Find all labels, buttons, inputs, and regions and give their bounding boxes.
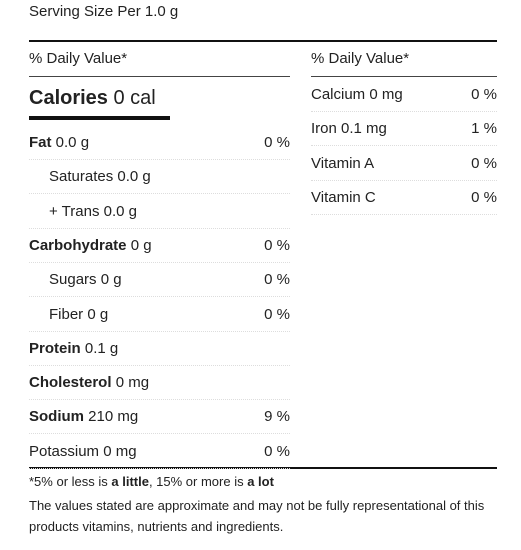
nutrient-amount: 210 mg (88, 408, 139, 426)
nutrient-percent: 0 % (264, 134, 290, 151)
nutrient-label: Vitamin C (311, 189, 376, 206)
nutrient-amount: 0 g (87, 305, 109, 323)
nutrient-name: Fat (29, 134, 52, 151)
disclaimer: The values stated are approximate and ma… (29, 498, 485, 534)
calories-rule (29, 116, 170, 120)
nutrient-name: Vitamin C (311, 188, 376, 206)
calories-value: 0 cal (113, 87, 156, 109)
nutrient-label: Calcium 0 mg (311, 86, 403, 103)
nutrient-amount: 0.1 mg (341, 120, 387, 138)
nutrient-row: Sugars 0 g 0 % (29, 263, 290, 298)
nutrient-name: Iron (311, 120, 337, 138)
nutrient-row: Potassium 0 mg 0 % (29, 435, 290, 469)
nutrient-label: Fat 0.0 g (29, 134, 89, 151)
nutrient-name: + Trans (49, 202, 100, 220)
nutrient-percent: 9 % (264, 408, 290, 426)
nutrient-name: Sodium (29, 408, 84, 426)
footnote-text: *5% or less is (29, 474, 112, 489)
nutrient-name: Calcium (311, 86, 366, 103)
nutrient-name: Vitamin A (311, 154, 375, 172)
nutrient-label: Potassium 0 mg (29, 443, 137, 460)
nutrient-row: Protein 0.1 g (29, 332, 290, 366)
right-header: % Daily Value* (311, 50, 410, 67)
nutrient-row: Vitamin A 0 % (311, 147, 497, 181)
calories-label: Calories (29, 87, 108, 109)
nutrient-amount: 0.0 g (103, 202, 137, 220)
nutrient-row: Calcium 0 mg 0 % (311, 78, 497, 112)
nutrient-amount: 0 mg (115, 374, 150, 392)
nutrient-label: Saturates 0.0 g (29, 168, 151, 185)
nutrient-row: Fiber 0 g 0 % (29, 298, 290, 332)
nutrient-row: Carbohydrate 0 g 0 % (29, 229, 290, 263)
footnote-text: , 15% or more is (148, 474, 248, 489)
nutrient-name: Carbohydrate (29, 236, 127, 254)
nutrient-row: + Trans 0.0 g (29, 195, 290, 229)
nutrient-amount: 0 mg (369, 86, 403, 103)
nutrient-label: Carbohydrate 0 g (29, 237, 152, 254)
nutrient-label: + Trans 0.0 g (29, 203, 137, 220)
nutrient-percent: 0 % (264, 442, 290, 460)
nutrient-row: Sodium 210 mg 9 % (29, 400, 290, 435)
nutrient-amount: 0 g (100, 271, 122, 289)
nutrient-row: Vitamin C 0 % (311, 181, 497, 215)
right-header-rule (311, 76, 497, 77)
nutrient-name: Fiber (49, 305, 84, 323)
nutrient-label: Fiber 0 g (29, 306, 108, 323)
nutrient-amount: 0.1 g (84, 339, 119, 357)
nutrient-percent: 0 % (471, 154, 497, 172)
footnote-bold: a lot (247, 474, 274, 489)
nutrient-name: Potassium (29, 442, 100, 460)
nutrient-row: Fat 0.0 g 0 % (29, 126, 290, 160)
nutrient-name: Sugars (49, 271, 97, 289)
nutrient-label: Sodium 210 mg (29, 408, 138, 425)
nutrient-amount: 0 mg (103, 442, 137, 460)
nutrient-percent: 0 % (264, 236, 290, 254)
nutrient-amount: 0.0 g (55, 134, 90, 151)
nutrient-label: Cholesterol 0 mg (29, 374, 149, 391)
nutrient-row: Saturates 0.0 g (29, 160, 290, 195)
left-header-rule (29, 76, 290, 77)
footnote: *5% or less is a little, 15% or more is … (29, 474, 274, 489)
nutrient-percent: 0 % (264, 271, 290, 289)
nutrient-percent: 0 % (264, 305, 290, 323)
left-header: % Daily Value* (29, 50, 128, 67)
nutrient-row: Iron 0.1 mg 1 % (311, 112, 497, 147)
serving-size: Serving Size Per 1.0 g (29, 3, 179, 20)
nutrient-name: Saturates (49, 168, 114, 186)
nutrient-label: Protein 0.1 g (29, 340, 118, 357)
nutrient-percent: 0 % (471, 188, 497, 206)
nutrient-percent: 1 % (471, 120, 497, 138)
nutrient-row: Cholesterol 0 mg (29, 366, 290, 401)
nutrient-percent: 0 % (471, 86, 497, 103)
footnote-bold: a little (111, 474, 149, 489)
nutrient-name: Protein (29, 339, 81, 357)
nutrient-label: Iron 0.1 mg (311, 120, 387, 137)
nutrient-amount: 0 g (130, 236, 152, 254)
nutrient-label: Vitamin A (311, 155, 374, 172)
nutrient-name: Cholesterol (29, 374, 112, 392)
top-rule (29, 40, 497, 42)
calories: Calories 0 cal (29, 87, 156, 110)
nutrient-amount: 0.0 g (117, 168, 151, 186)
nutrient-label: Sugars 0 g (29, 271, 122, 288)
